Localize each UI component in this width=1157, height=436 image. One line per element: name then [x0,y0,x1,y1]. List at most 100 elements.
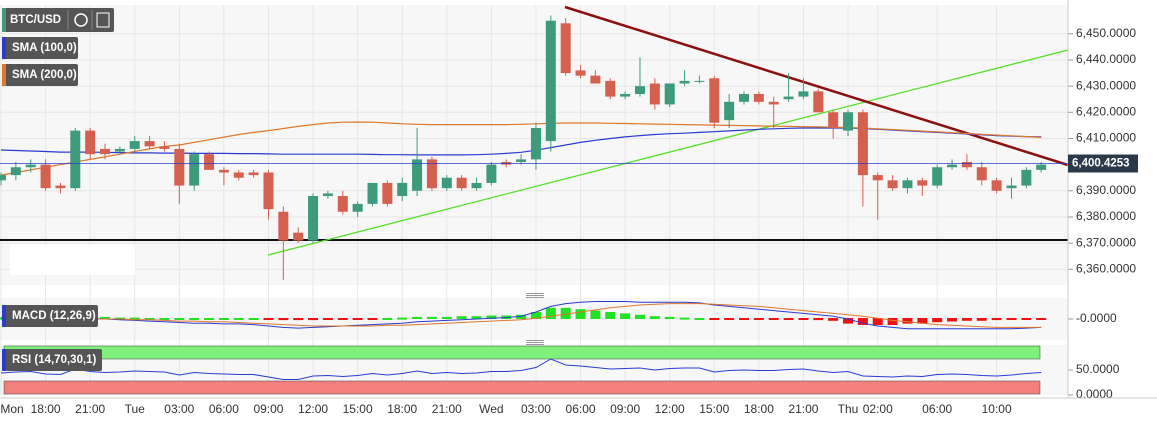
macd-histogram-bar [783,318,794,320]
macd-histogram-bar [159,318,170,320]
chart-title: BTC/USD [10,14,61,26]
macd-histogram-bar [367,318,378,320]
candle-body [337,196,348,212]
candle-body [976,167,987,181]
candle-body [739,93,749,102]
candle-body [798,91,809,97]
last-price-label: 6,400.4253 [1072,158,1130,170]
candle-body [753,93,764,102]
trend-line [267,49,1069,256]
candle-body [1021,169,1032,186]
x-tick-label: 06:00 [566,402,596,416]
macd-histogram-bar [560,307,571,319]
candle-body [560,23,571,74]
macd-histogram-bar [248,318,259,320]
candle-body [248,172,259,176]
macd-histogram-bar [233,318,244,320]
candle-body [486,164,497,183]
x-tick-label: 18:00 [387,402,417,416]
candle-body [114,148,125,152]
candle-body [1036,164,1047,170]
macd-histogram-bar [545,307,556,319]
candle-body [664,83,675,105]
macd-histogram-bar [679,317,690,320]
candle-body [55,185,66,189]
x-tick-label: Thu [838,402,859,416]
candle-body [412,159,423,191]
rsi-band [3,380,1041,395]
macd-histogram-bar [471,316,482,319]
candle-body [724,101,735,121]
macd-histogram-bar [144,318,155,320]
rsi-band [3,345,1041,360]
candle-body [456,177,467,189]
calendar-icon[interactable] [96,12,110,28]
candle-body [709,78,720,123]
macd-histogram-bar [412,316,423,319]
macd-histogram-bar [753,318,764,320]
candle-body [40,164,51,189]
macd-histogram-bar [590,310,601,319]
macd-histogram-bar [100,316,111,319]
candle-body [293,232,304,241]
macd-histogram-bar [813,318,824,321]
trend-line [564,5,1069,167]
refresh-icon[interactable] [74,13,88,27]
panel-handle [526,293,544,345]
candle-body [278,211,289,241]
indicator-label: MACD (12,26,9) [12,310,96,322]
x-tick-label: 10:00 [982,402,1012,416]
candle-body [25,164,36,168]
y-tick-label: 50.0000 [1076,362,1120,376]
candle-body [174,148,185,186]
macd-histogram-bar [1006,318,1017,320]
x-tick-label: 21:00 [75,402,105,416]
macd-histogram-bar [530,312,541,319]
macd-histogram-bar [976,318,987,321]
macd-histogram-bar [709,318,720,320]
x-tick-label: 09:00 [253,402,283,416]
y-tick-label: 6,440.0000 [1076,52,1136,66]
blank-overlay [10,245,135,275]
x-tick-label: Wed [479,402,503,416]
y-tick-label: -0.0000 [1076,311,1117,325]
macd-histogram-bar [486,315,497,319]
x-tick-label: 03:00 [164,402,194,416]
macd-histogram-bar [204,318,215,320]
macd-histogram-bar [516,314,527,319]
macd-histogram-bar [189,318,200,320]
y-tick-label: 6,360.0000 [1076,261,1136,275]
candle-body [902,180,913,189]
candle-body [961,162,972,168]
candle-body [530,127,541,160]
macd-histogram-bar [694,318,705,320]
legend-label-swatch [2,37,6,59]
y-tick-label: 6,370.0000 [1076,235,1136,249]
x-tick-label: 09:00 [610,402,640,416]
candle-body [441,177,452,189]
indicator-label-swatch [2,349,6,371]
candle-body [932,167,943,186]
macd-histogram-bar [947,318,958,322]
y-tick-label: 6,450.0000 [1076,26,1136,40]
candle-body [426,159,437,189]
y-tick-label: 6,430.0000 [1076,78,1136,92]
candle-body [100,148,111,155]
macd-histogram-bar [724,318,735,320]
y-tick-label: 6,380.0000 [1076,209,1136,223]
candle-body [917,180,928,186]
macd-line [1,301,1042,330]
x-tick-label: 12:00 [655,402,685,416]
macd-histogram-bar [397,317,408,320]
candle-body [144,141,155,147]
x-tick-label: 03:00 [521,402,551,416]
legend-label: SMA (100,0) [12,42,77,54]
macd-histogram-bar [798,318,809,320]
macd-histogram-bar [174,318,185,320]
macd-histogram-bar [634,314,645,319]
macd-histogram-bar [382,318,393,320]
candle-body [322,193,333,197]
candle-body [783,96,794,100]
candle-body [471,182,482,189]
